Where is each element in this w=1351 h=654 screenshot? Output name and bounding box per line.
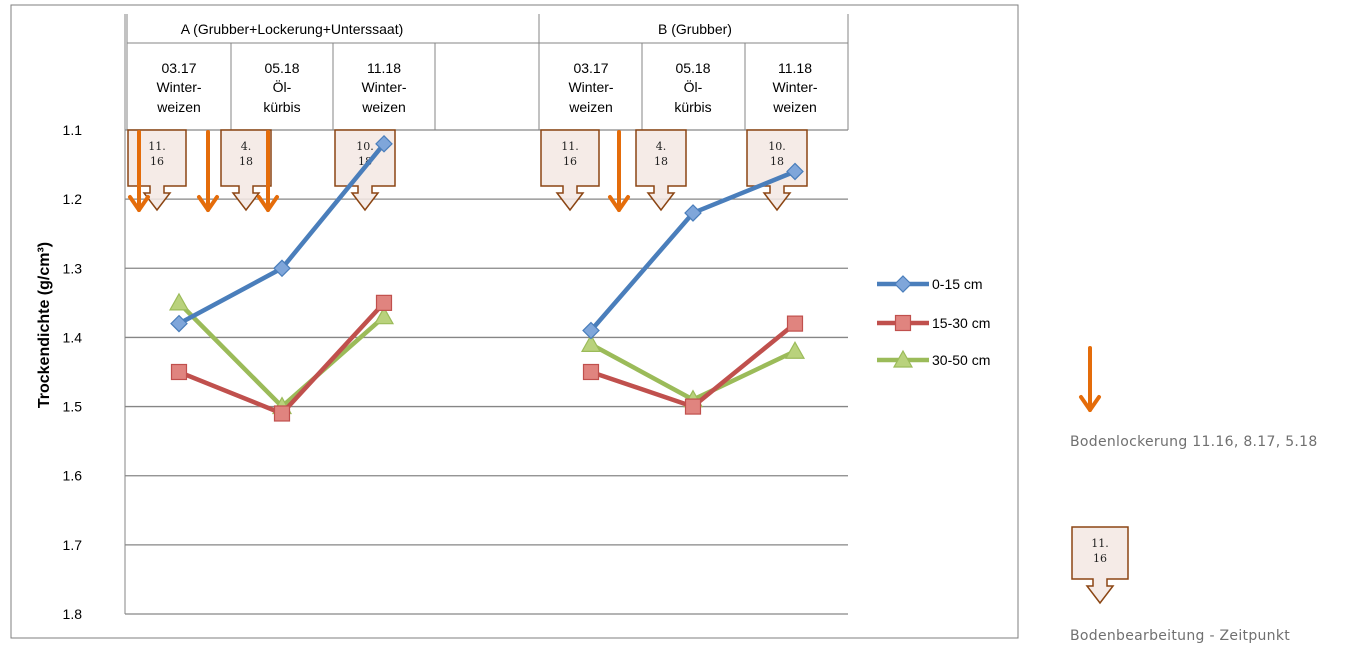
data-point: [582, 321, 600, 340]
loosening-arrow: [257, 130, 279, 212]
arrow-legend-label: Bodenlockerung 11.16, 8.17, 5.18: [1070, 434, 1318, 450]
data-point: [273, 405, 291, 422]
tillage-box-label: 10.: [356, 140, 374, 153]
category-crop: Winter-: [772, 79, 817, 95]
category-crop: kürbis: [674, 99, 711, 115]
side-legend-graphics: 11.16: [1071, 346, 1129, 605]
tillage-box-label: 16: [150, 155, 164, 168]
category-crop: kürbis: [263, 99, 300, 115]
legend-loosening-arrow: [1079, 346, 1101, 412]
category-crop: weizen: [156, 99, 201, 115]
data-point: [375, 294, 393, 311]
category-crop: Winter-: [361, 79, 406, 95]
tillage-box-label: 11.: [1091, 537, 1109, 550]
category-crop: weizen: [361, 99, 406, 115]
legend-marker: [894, 275, 912, 293]
tillage-marker: 4.18: [220, 129, 272, 212]
tillage-box-label: 18: [770, 155, 784, 168]
tillage-marker: 11.16: [127, 129, 187, 212]
data-point: [273, 259, 291, 278]
y-tick-label: 1.4: [63, 329, 83, 345]
group-title: A (Grubber+Lockerung+Unterssaat): [181, 21, 404, 37]
category-crop: weizen: [772, 99, 817, 115]
data-point: [170, 314, 188, 333]
category-crop: Winter-: [568, 79, 613, 95]
category-date: 03.17: [573, 60, 608, 76]
tillage-box-shape: [746, 129, 808, 212]
y-tick-label: 1.8: [63, 606, 83, 622]
tillage-box-label: 11.: [148, 140, 166, 153]
legend-label: 15-30 cm: [932, 315, 990, 331]
y-tick-label: 1.5: [63, 399, 83, 415]
tillage-box-label: 18: [654, 155, 668, 168]
data-point: [373, 306, 395, 325]
data-point: [582, 363, 600, 381]
tillage-box-label: 18: [239, 155, 253, 168]
tillage-marker: 4.18: [635, 129, 687, 212]
data-point: [786, 162, 804, 181]
data-point: [786, 315, 804, 332]
category-date: 11.18: [778, 60, 812, 76]
category-crop: Winter-: [156, 79, 201, 95]
data-point: [170, 363, 188, 381]
category-date: 05.18: [264, 60, 299, 76]
loosening-arrow: [128, 130, 150, 212]
loosening-arrows: [128, 130, 630, 212]
y-tick-label: 1.6: [63, 468, 83, 484]
legend-tillage-marker: 11.16: [1071, 526, 1129, 605]
y-tick-label: 1.1: [63, 122, 83, 138]
category-date: 03.17: [161, 60, 196, 76]
legend-label: 0-15 cm: [932, 276, 983, 292]
y-axis: 1.1 1.2 1.3 1.4 1.5 1.6 1.7 1.8 Trockendichte (g…: [36, 14, 126, 622]
tillage-box-label: 4.: [241, 140, 252, 153]
legend-marker: [894, 314, 912, 332]
category-crop: weizen: [568, 99, 613, 115]
tillage-box-shape: [127, 129, 187, 212]
data-point: [375, 134, 393, 153]
arrow-head: [197, 195, 219, 212]
category-date: 05.18: [675, 60, 710, 76]
series-layer: [168, 134, 806, 422]
loosening-arrow: [197, 130, 219, 212]
tillage-box-label: 16: [1093, 552, 1107, 565]
category-crop: Öl-: [684, 78, 703, 95]
arrow-head: [1079, 395, 1101, 412]
arrow-head: [128, 195, 150, 212]
box-legend-label: Bodenbearbeitung - Zeitpunkt: [1070, 628, 1291, 644]
tillage-box-label: 16: [563, 155, 577, 168]
category-crop: Öl-: [273, 78, 292, 95]
data-point: [580, 334, 602, 352]
y-tick-label: 1.3: [63, 260, 83, 276]
tillage-box-shape: [220, 129, 272, 212]
group-title: B (Grubber): [658, 21, 732, 37]
tillage-box-shape: [540, 129, 600, 212]
data-point: [684, 398, 702, 415]
tillage-box-shape: [635, 129, 687, 212]
tillage-marker: 11.16: [540, 129, 600, 212]
legend-marker: [892, 349, 914, 368]
tillage-marker: 10.18: [746, 129, 808, 212]
legend-label: 30-50 cm: [932, 352, 990, 368]
y-tick-label: 1.7: [63, 537, 83, 553]
tillage-box-label: 4.: [656, 140, 667, 153]
arrow-head: [608, 195, 630, 212]
category-date: 11.18: [367, 60, 401, 76]
category-header: A (Grubber+Lockerung+Unterssaat) 03.17 Win…: [126, 14, 849, 131]
data-point: [784, 341, 806, 359]
y-tick-label: 1.2: [63, 191, 83, 207]
arrow-head: [257, 195, 279, 212]
y-axis-title: Trockendichte (g/cm³): [36, 242, 53, 408]
legend: 0-15 cm 15-30 cm 30-50 cm: [877, 275, 990, 368]
tillage-box-label: 11.: [561, 140, 579, 153]
data-point: [684, 204, 702, 222]
data-point: [168, 292, 190, 311]
tillage-box-shape: [1071, 526, 1129, 605]
tillage-box-label: 10.: [768, 140, 786, 153]
loosening-arrow: [608, 130, 630, 212]
